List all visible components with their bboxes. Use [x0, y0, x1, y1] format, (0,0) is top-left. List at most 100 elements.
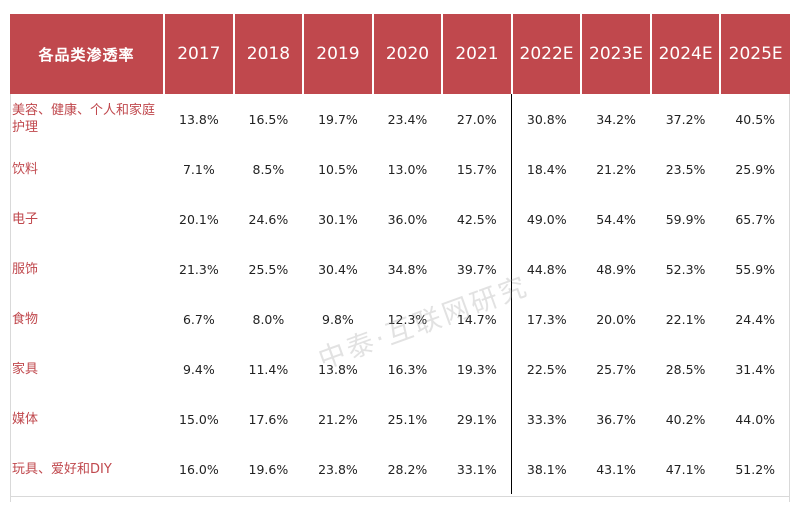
header-year: 2019 [303, 14, 374, 94]
table-cell: 36.0% [387, 211, 428, 227]
table-cell: 25.9% [735, 161, 776, 177]
table-cell: 33.1% [456, 461, 497, 477]
table-cell: 23.5% [665, 161, 706, 177]
table-cell: 8.5% [252, 161, 285, 177]
table-cell: 25.5% [248, 261, 289, 277]
table-cell: 54.4% [596, 211, 636, 227]
penetration-table: 各品类渗透率 2017 2018 2019 2020 2021 2022E 20… [10, 14, 790, 494]
table-cell: 36.7% [596, 411, 636, 427]
table-cell: 23.8% [318, 461, 358, 477]
table-cell: 28.2% [387, 461, 428, 477]
table-cell: 7.1% [182, 161, 215, 177]
table-cell: 30.1% [318, 211, 358, 227]
table-cell: 52.3% [665, 261, 706, 277]
table-cell: 44.0% [735, 411, 776, 427]
table-cell: 13.0% [387, 161, 428, 177]
table-cell: 33.3% [511, 394, 582, 444]
table-cell: 42.5% [456, 211, 497, 227]
table-row: 电子 20.1% 24.6% 30.1% 36.0% 42.5% 49.0% 5… [10, 194, 790, 244]
table-cell: 17.6% [248, 411, 289, 427]
table-cell: 55.9% [735, 261, 776, 277]
table-cell: 59.9% [665, 211, 706, 227]
category-label: 食物 [12, 311, 39, 327]
header-year: 2023E [581, 14, 652, 94]
table-cell: 40.2% [665, 411, 706, 427]
table-row: 食物 6.7% 8.0% 9.8% 12.3% 14.7% 17.3% 20.0… [10, 294, 790, 344]
table-cell: 37.2% [665, 111, 706, 127]
category-label: 电子 [12, 211, 39, 227]
table-cell: 39.7% [456, 261, 497, 277]
table-cell: 13.8% [318, 361, 358, 377]
table-cell: 20.0% [596, 311, 636, 327]
table-row: 饮料 7.1% 8.5% 10.5% 13.0% 15.7% 18.4% 21.… [10, 144, 790, 194]
table-frame [10, 14, 790, 502]
table-cell: 21.2% [596, 161, 636, 177]
table-cell: 65.7% [735, 211, 776, 227]
table-row: 美容、健康、个人和家庭护理 13.8% 16.5% 19.7% 23.4% 27… [10, 94, 790, 144]
table-cell: 14.7% [456, 311, 497, 327]
table-cell: 51.2% [735, 461, 776, 477]
table-cell: 40.5% [735, 111, 776, 127]
table-cell: 31.4% [735, 361, 776, 377]
table-cell: 11.4% [248, 361, 289, 377]
table-cell: 9.4% [182, 361, 215, 377]
table-cell: 19.7% [318, 111, 358, 127]
table-cell: 21.2% [318, 411, 358, 427]
table-cell: 10.5% [318, 161, 358, 177]
table-cell: 13.8% [179, 111, 219, 127]
header-year: 2022E [511, 14, 583, 94]
table-row: 玩具、爱好和DIY 16.0% 19.6% 23.8% 28.2% 33.1% … [10, 444, 790, 494]
table-cell: 34.8% [387, 261, 428, 277]
table-cell: 27.0% [456, 111, 497, 127]
table-cell: 16.0% [179, 461, 219, 477]
header-row: 各品类渗透率 2017 2018 2019 2020 2021 2022E 20… [10, 14, 790, 94]
table-row: 服饰 21.3% 25.5% 30.4% 34.8% 39.7% 44.8% 4… [10, 244, 790, 294]
table-cell: 43.1% [596, 461, 636, 477]
header-year: 2017 [164, 14, 235, 94]
category-label: 媒体 [12, 411, 39, 427]
table-cell: 17.3% [511, 294, 582, 344]
header-year: 2025E [720, 14, 790, 94]
header-category-label: 各品类渗透率 [10, 14, 166, 94]
table-cell: 19.6% [248, 461, 289, 477]
table-cell: 44.8% [511, 244, 582, 294]
table-cell: 21.3% [179, 261, 219, 277]
table-cell: 12.3% [387, 311, 428, 327]
table-row: 媒体 15.0% 17.6% 21.2% 25.1% 29.1% 33.3% 3… [10, 394, 790, 444]
table-cell: 16.5% [248, 111, 289, 127]
table-cell: 22.1% [665, 311, 706, 327]
header-year: 2018 [233, 14, 305, 94]
table-cell: 25.1% [387, 411, 428, 427]
table-cell: 25.7% [596, 361, 636, 377]
table-cell: 49.0% [511, 194, 582, 244]
header-year: 2021 [442, 14, 513, 94]
table-cell: 15.7% [456, 161, 497, 177]
table-cell: 38.1% [511, 444, 582, 494]
table-cell: 28.5% [665, 361, 706, 377]
table-cell: 8.0% [252, 311, 285, 327]
table-cell: 22.5% [511, 344, 582, 394]
table-cell: 48.9% [596, 261, 636, 277]
table-cell: 24.6% [248, 211, 289, 227]
table-cell: 23.4% [387, 111, 428, 127]
table-bottom-border [10, 496, 790, 497]
category-label: 美容、健康、个人和家庭护理 [12, 103, 156, 135]
table-cell: 6.7% [182, 311, 215, 327]
table-cell: 15.0% [179, 411, 219, 427]
category-label: 玩具、爱好和DIY [12, 461, 112, 477]
table-cell: 47.1% [665, 461, 706, 477]
table-cell: 24.4% [735, 311, 776, 327]
table-cell: 18.4% [511, 144, 582, 194]
table-cell: 19.3% [456, 361, 497, 377]
table-row: 家具 9.4% 11.4% 13.8% 16.3% 19.3% 22.5% 25… [10, 344, 790, 394]
table-cell: 30.4% [318, 261, 358, 277]
table-cell: 20.1% [179, 211, 219, 227]
category-label: 家具 [12, 361, 39, 377]
table-cell: 34.2% [596, 111, 636, 127]
category-label: 饮料 [12, 161, 39, 177]
header-year: 2020 [372, 14, 444, 94]
category-label: 服饰 [12, 261, 39, 277]
table-cell: 9.8% [322, 311, 354, 327]
table-cell: 29.1% [456, 411, 497, 427]
header-year: 2024E [650, 14, 722, 94]
